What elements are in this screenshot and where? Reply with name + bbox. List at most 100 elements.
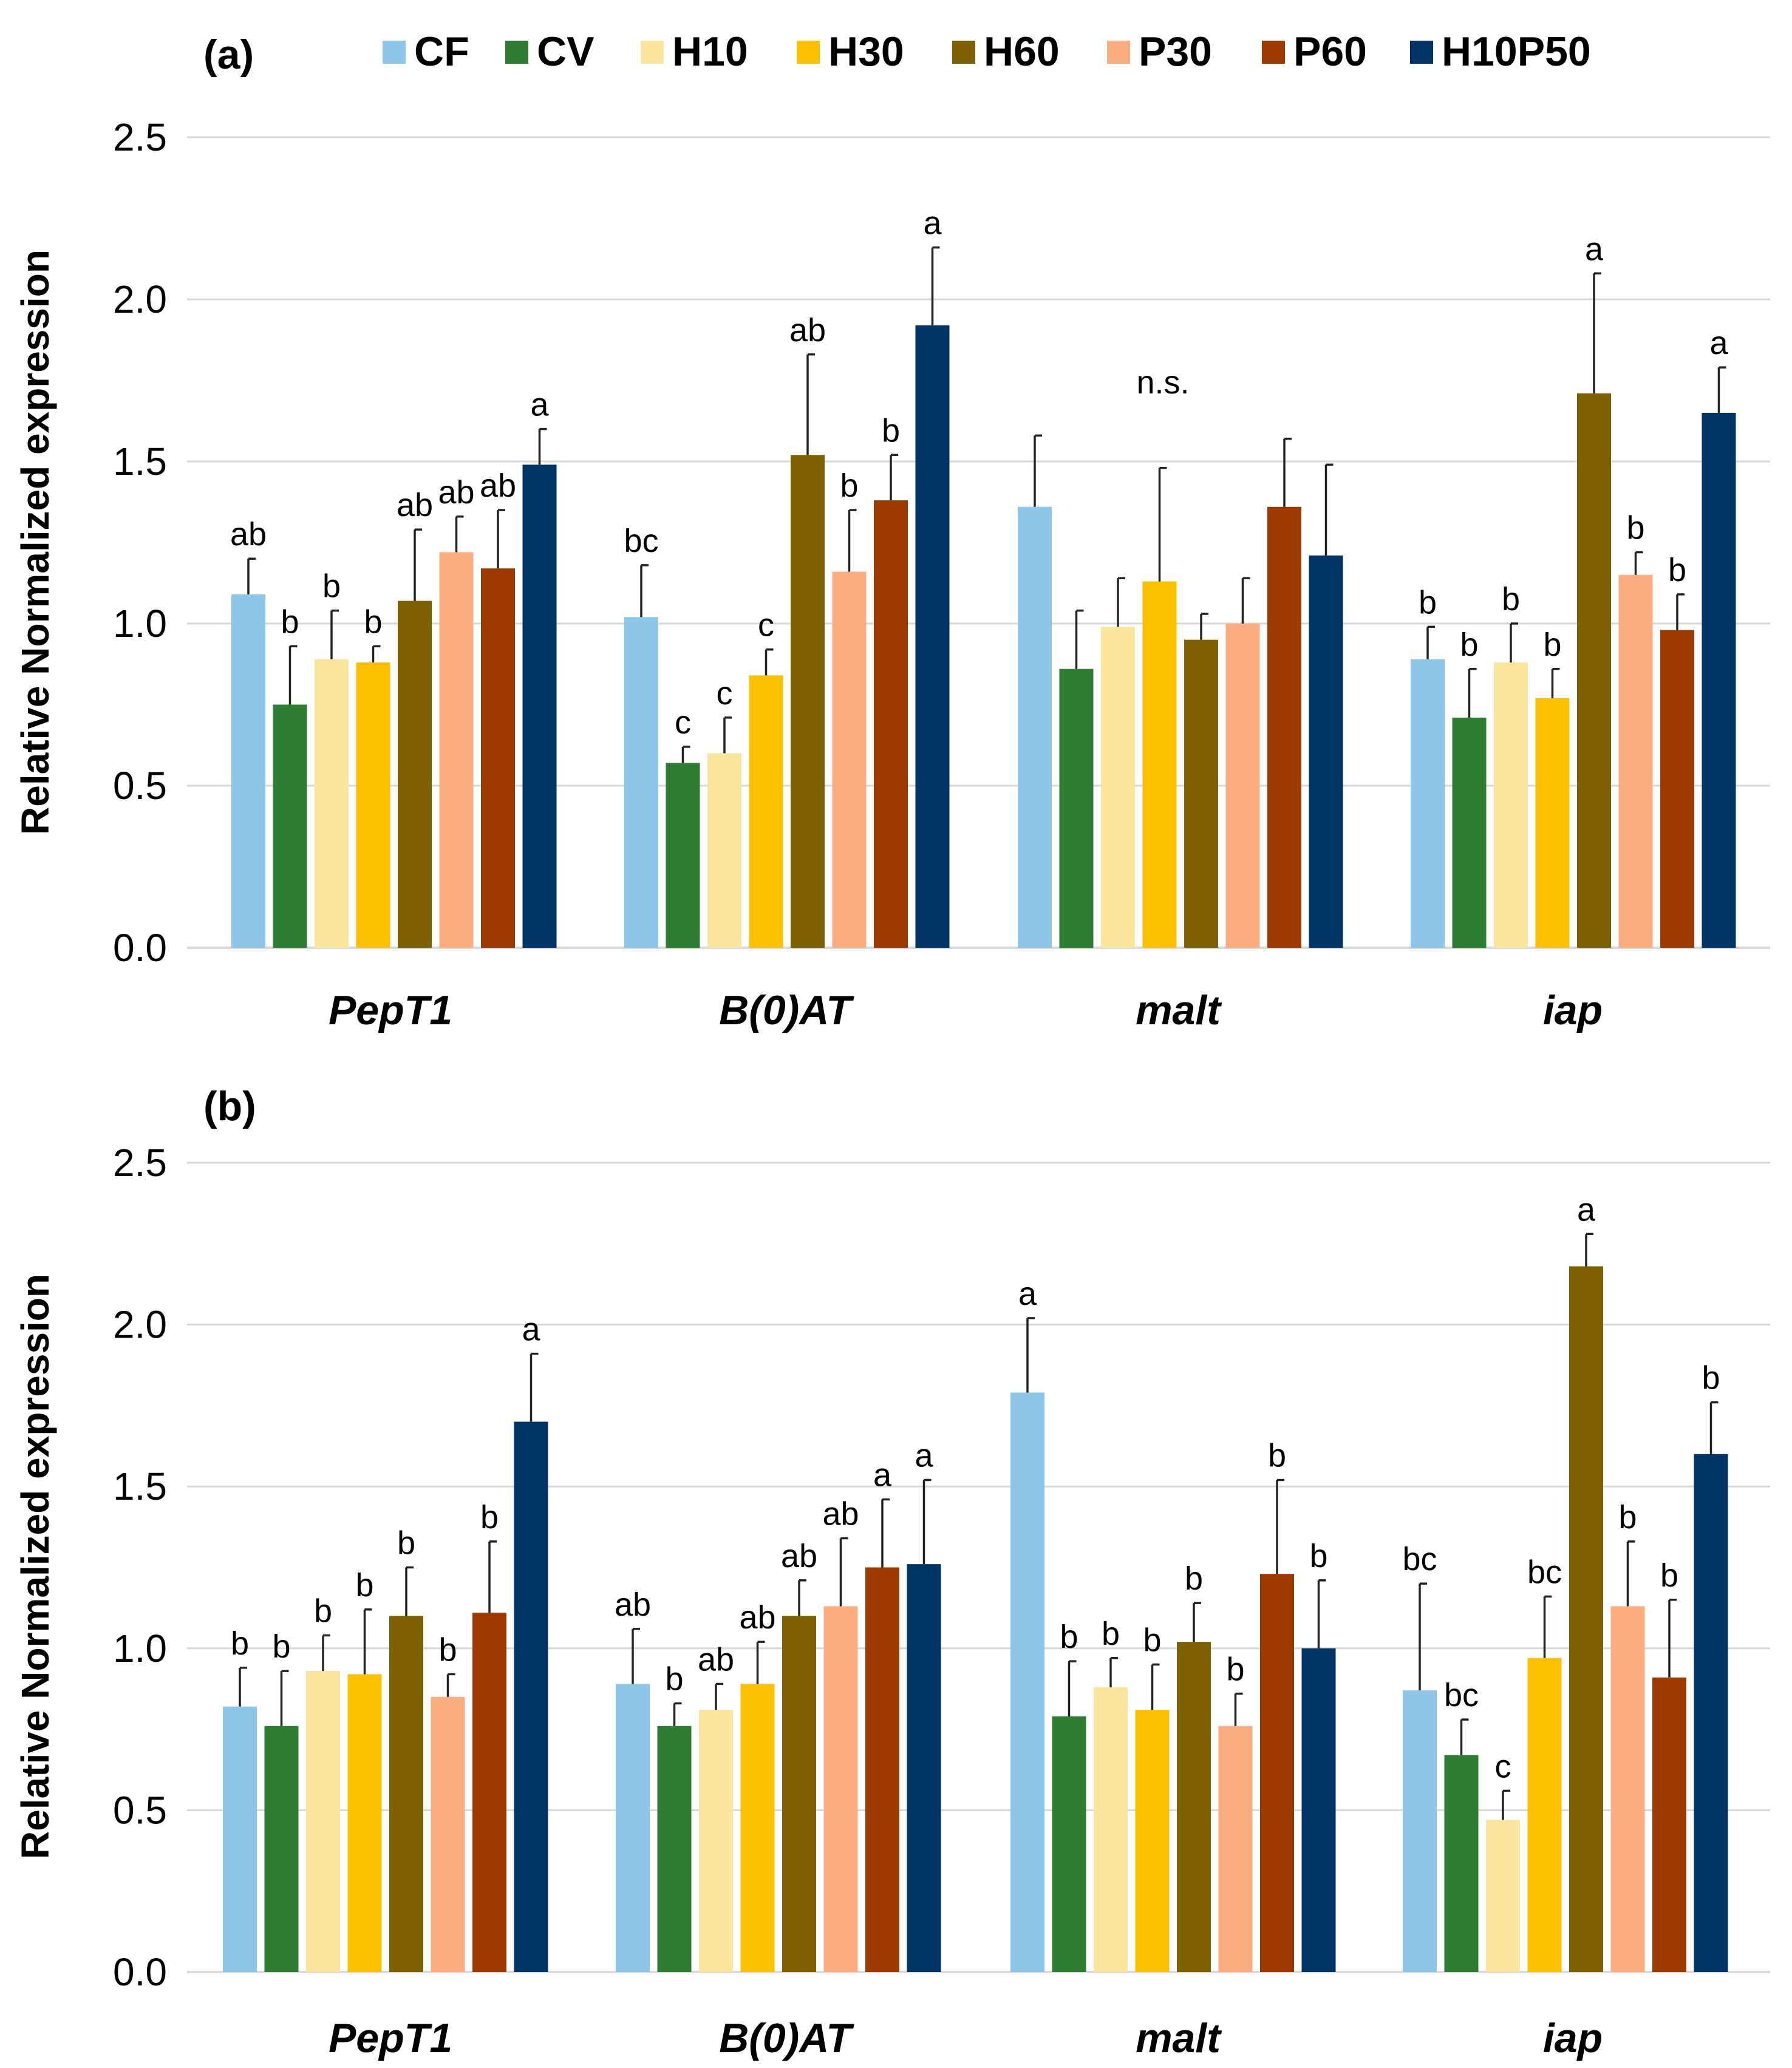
panel-b-ytick-2-5: 2.5	[113, 1141, 167, 1185]
panel-a-cf-pept1-bar	[231, 594, 265, 948]
panel-b-ytick-1-5: 1.5	[113, 1464, 167, 1508]
panel-b-p30-malt-significance-label: b	[1226, 1651, 1244, 1687]
legend-swatch-h30	[797, 41, 820, 64]
legend-label-p30: P30	[1139, 29, 1212, 75]
panel-b-p60-malt-significance-label: b	[1268, 1438, 1286, 1474]
panel-a-p30-pept1-significance-label: ab	[438, 474, 474, 511]
legend-swatch-p30	[1107, 41, 1130, 64]
panel-b-cv-b-0-at-bar	[657, 1726, 692, 1972]
panel-a-h10p50-iap-bar	[1702, 412, 1736, 948]
panel-a-h60-malt-bar	[1184, 639, 1218, 948]
panel-b-h10-b-0-at-significance-label: ab	[698, 1641, 734, 1678]
panel-b-cf-pept1-bar	[223, 1706, 257, 1972]
panel-b-cf-b-0-at-significance-label: ab	[615, 1587, 651, 1623]
panel-a-h10p50-b-0-at-bar	[915, 325, 950, 948]
panel-b-cv-pept1-significance-label: b	[272, 1628, 290, 1665]
panel-b-ytick-1-0: 1.0	[113, 1627, 167, 1670]
panel-a-h60-pept1-significance-label: ab	[397, 487, 433, 523]
legend-label-h10p50: H10P50	[1442, 29, 1591, 75]
panel-b-ytick-2-0: 2.0	[113, 1303, 167, 1347]
panel-b-h30-b-0-at-bar	[740, 1684, 775, 1972]
panel-b-h60-pept1-bar	[389, 1616, 423, 1972]
panel-a-cf-b-0-at-bar	[624, 617, 658, 948]
panel-a-cf-iap-significance-label: b	[1419, 584, 1437, 621]
panel-b-h60-b-0-at-significance-label: ab	[781, 1538, 817, 1574]
chart-panel-a: (a) 0.0 0.5 1.0 1.5 2.0 2.5 Relative Normalized…	[13, 32, 1770, 1033]
panel-a-p60-iap-significance-label: b	[1668, 552, 1686, 588]
panel-b-h60-b-0-at-bar	[782, 1616, 816, 1972]
panel-b-h10p50-pept1-significance-label: a	[522, 1311, 540, 1348]
legend-item-h10p50: H10P50	[1410, 29, 1591, 75]
panel-a-h10p50-pept1-bar	[522, 464, 557, 948]
panel-a-h30-b-0-at-bar	[749, 675, 783, 948]
panel-b-ytick-0-5: 0.5	[113, 1788, 167, 1832]
panel-a-p60-pept1-significance-label: ab	[480, 468, 516, 504]
panel-a-cv-pept1-bar	[273, 704, 307, 948]
panel-a-h30-pept1-bar	[356, 662, 390, 948]
legend-item-p60: P60	[1262, 29, 1367, 75]
legend-swatch-h10	[641, 41, 664, 64]
panel-b-h60-malt-significance-label: b	[1185, 1560, 1203, 1597]
panel-b-category-malt: malt	[1136, 2015, 1222, 2061]
panel-b-cv-pept1-bar	[264, 1726, 299, 1972]
panel-a-cf-b-0-at-significance-label: bc	[624, 523, 658, 559]
panel-b-h10p50-iap-significance-label: b	[1702, 1360, 1720, 1396]
panel-a-h60-iap-significance-label: a	[1585, 231, 1604, 267]
panel-b-h10p50-malt-bar	[1301, 1648, 1336, 1972]
panel-a-h60-b-0-at-bar	[791, 455, 825, 948]
legend-label-h30: H30	[828, 29, 904, 75]
panel-a-h10-pept1-significance-label: b	[322, 568, 341, 605]
legend-label-p60: P60	[1293, 29, 1367, 75]
panel-b-h60-malt-bar	[1177, 1642, 1211, 1972]
panel-b-p60-b-0-at-significance-label: a	[873, 1457, 892, 1494]
panel-a-y-axis-title: Relative Normalized expression	[13, 250, 57, 835]
panel-a-cv-malt-bar	[1059, 668, 1094, 948]
panel-b-y-axis-title: Relative Normalized expression	[13, 1274, 57, 1859]
panel-a-ytick-2-5: 2.5	[113, 115, 167, 159]
panel-a-h60-pept1-bar	[398, 600, 432, 948]
panel-a-category-malt: malt	[1136, 987, 1222, 1033]
legend-item-p30: P30	[1107, 29, 1212, 75]
panel-b-p30-pept1-significance-label: b	[438, 1631, 457, 1668]
legend-swatch-cv	[505, 41, 528, 64]
legend: CF CV H10 H30 H60 P30 P60 H10P50	[383, 29, 1591, 75]
panel-a-cf-pept1-significance-label: ab	[230, 516, 267, 553]
panel-b-h10p50-iap-bar	[1694, 1454, 1728, 1972]
panel-a-cf-iap-bar	[1411, 659, 1445, 948]
panel-b-h10-pept1-significance-label: b	[314, 1593, 332, 1629]
panel-a-h10p50-malt-bar	[1309, 555, 1343, 948]
panel-b-p60-pept1-significance-label: b	[480, 1499, 499, 1536]
panel-a-cv-b-0-at-significance-label: c	[675, 704, 691, 741]
panel-b-category-b-0-at: B(0)AT	[719, 2015, 854, 2061]
panel-a-h30-iap-significance-label: b	[1543, 627, 1561, 663]
panel-b-h10-iap-bar	[1486, 1820, 1520, 1972]
panel-b-p30-malt-bar	[1218, 1726, 1253, 1972]
legend-item-h60: H60	[952, 29, 1060, 75]
panel-a-p30-b-0-at-significance-label: b	[840, 468, 858, 504]
panel-a-p60-b-0-at-bar	[874, 500, 908, 948]
panel-b-label: (b)	[203, 1083, 256, 1129]
panel-a-category-pept1: PepT1	[329, 987, 452, 1033]
panel-b-h10-malt-bar	[1094, 1687, 1128, 1972]
panel-b-h60-iap-bar	[1569, 1266, 1603, 1972]
panel-b-cf-b-0-at-bar	[616, 1684, 650, 1972]
panel-b-p60-malt-bar	[1260, 1574, 1294, 1972]
panel-a-h10-pept1-bar	[315, 659, 349, 948]
panel-a-p60-malt-bar	[1267, 506, 1301, 948]
panel-a-p30-iap-bar	[1618, 574, 1653, 948]
chart-panel-b: (b) 0.0 0.5 1.0 1.5 2.0 2.5 Relative Normalized…	[13, 1083, 1770, 2061]
panel-b-h10p50-b-0-at-significance-label: a	[915, 1438, 933, 1474]
panel-a-p30-iap-significance-label: b	[1626, 510, 1644, 546]
panel-b-h30-pept1-bar	[347, 1674, 382, 1972]
panel-a-h10p50-b-0-at-significance-label: a	[923, 205, 942, 242]
legend-swatch-cf	[383, 41, 406, 64]
panel-b-h10p50-malt-significance-label: b	[1309, 1538, 1327, 1574]
panel-b-h10-pept1-bar	[306, 1671, 340, 1972]
panel-a-category-iap: iap	[1543, 987, 1603, 1033]
panel-b-p30-b-0-at-bar	[823, 1606, 858, 1972]
legend-label-cv: CV	[537, 29, 594, 75]
panel-a-p30-pept1-bar	[439, 552, 474, 948]
panel-a-annotation-n-s: n.s.	[1136, 364, 1189, 401]
panel-b-h30-malt-bar	[1135, 1710, 1170, 1972]
